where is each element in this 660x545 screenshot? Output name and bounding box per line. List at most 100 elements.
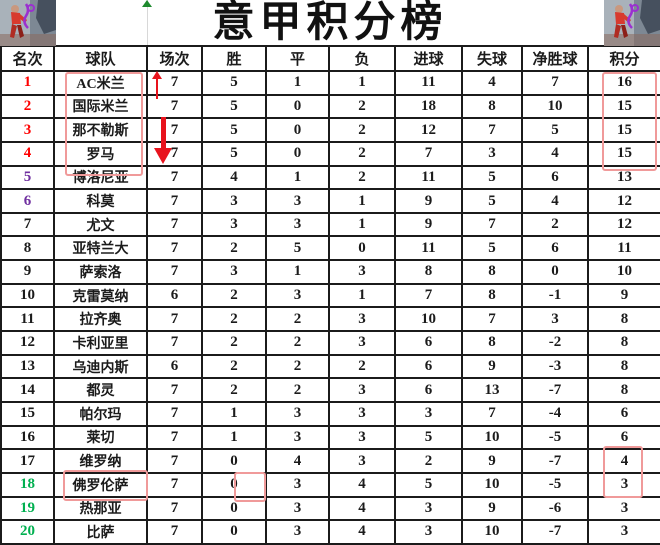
rank-cell: 6	[2, 190, 55, 214]
column-header-8: 净胜球	[523, 47, 589, 72]
stat-cell: 7	[148, 426, 203, 451]
stat-cell: 7	[148, 72, 203, 96]
table-row: 13 乌迪内斯 6 2 2 2 6 9 -3 8	[2, 355, 660, 380]
stat-cell: 1	[330, 190, 396, 214]
stat-cell: 5	[203, 119, 267, 143]
stat-cell: 10	[463, 473, 523, 498]
stat-cell: 7	[148, 166, 203, 191]
stat-cell: 3	[330, 450, 396, 474]
stat-cell: 3	[267, 402, 330, 427]
title-band: 意甲积分榜	[0, 0, 660, 46]
stat-cell: 0	[523, 261, 589, 285]
stat-cell: 5	[203, 72, 267, 96]
stat-cell: 7	[148, 402, 203, 427]
stat-cell: 3	[330, 426, 396, 451]
stat-cell: 7	[396, 142, 463, 167]
table-row: 1 AC米兰 7 5 1 1 11 4 7 16	[2, 72, 660, 96]
stat-cell: 7	[463, 119, 523, 143]
page-title: 意甲积分榜	[212, 0, 448, 46]
team-cell: 科莫	[55, 190, 148, 214]
stat-cell: 4	[589, 450, 660, 474]
column-header-3: 胜	[203, 47, 267, 72]
stat-cell: -7	[523, 379, 589, 403]
rank-cell: 16	[2, 426, 55, 451]
stat-cell: 5	[396, 473, 463, 498]
rank-cell: 5	[2, 166, 55, 191]
table-header-row: 名次 球队 场次胜平负进球 失球 净胜球 积分	[2, 47, 660, 72]
highlight-box-fiorentina-name	[63, 470, 148, 501]
rank-cell: 18	[2, 473, 55, 498]
stat-cell: 11	[589, 237, 660, 262]
highlight-box-top4-points	[602, 72, 657, 171]
stat-cell: 5	[463, 166, 523, 191]
column-header-6: 进球	[396, 47, 463, 72]
stat-cell: 9	[589, 285, 660, 309]
team-cell: 维罗纳	[55, 450, 148, 474]
stat-cell: 7	[148, 190, 203, 214]
stat-cell: 2	[523, 213, 589, 238]
stat-cell: 2	[267, 332, 330, 356]
stat-cell: 3	[267, 521, 330, 545]
team-cell: 帕尔玛	[55, 402, 148, 427]
table-row: 6 科莫 7 3 3 1 9 5 4 12	[2, 190, 660, 214]
table-row: 11 拉齐奥 7 2 2 3 10 7 3 8	[2, 308, 660, 333]
column-header-2: 场次	[148, 47, 203, 72]
rank-cell: 8	[2, 237, 55, 262]
stat-cell: 7	[148, 308, 203, 333]
stat-cell: 7	[148, 473, 203, 498]
stat-cell: 2	[267, 355, 330, 380]
column-header-9: 积分	[589, 47, 660, 72]
stat-cell: 3	[203, 261, 267, 285]
stat-cell: 6	[396, 355, 463, 380]
stat-cell: 3	[330, 261, 396, 285]
stat-cell: 10	[463, 521, 523, 545]
stat-cell: 1	[330, 284, 396, 309]
stat-cell: 2	[330, 142, 396, 167]
table-row: 2 国际米兰 7 5 0 2 18 8 10 15	[2, 95, 660, 120]
stat-cell: 7	[148, 261, 203, 285]
stat-cell: 1	[203, 402, 267, 427]
stat-cell: 0	[203, 450, 267, 474]
rank-down-arrow-icon	[154, 117, 172, 164]
stat-cell: 8	[589, 356, 660, 380]
stat-cell: 18	[396, 95, 463, 120]
stat-cell: 5	[267, 237, 330, 262]
stat-cell: 3	[330, 379, 396, 403]
stat-cell: 5	[463, 190, 523, 214]
stat-cell: 2	[203, 379, 267, 403]
team-cell: 热那亚	[55, 497, 148, 522]
stat-cell: 12	[396, 119, 463, 143]
column-header-0: 名次	[2, 47, 55, 72]
stat-cell: 5	[203, 142, 267, 167]
stat-cell: 5	[203, 95, 267, 120]
rank-cell: 13	[2, 355, 55, 380]
stat-cell: 12	[589, 214, 660, 238]
stat-cell: 3	[267, 284, 330, 309]
stat-cell: 6	[523, 237, 589, 262]
table-row: 5 博洛尼亚 7 4 1 2 11 5 6 13	[2, 166, 660, 191]
standings-table: 名次 球队 场次胜平负进球 失球 净胜球 积分 1 AC米兰 7 5 1 1 11 4 7 16 2 国际米兰 7…	[0, 45, 660, 545]
stat-cell: 7	[523, 72, 589, 96]
stat-cell: 4	[330, 521, 396, 545]
table-row: 8 亚特兰大 7 2 5 0 11 5 6 11	[2, 237, 660, 262]
stat-cell: 2	[203, 237, 267, 262]
stat-cell: 12	[589, 190, 660, 214]
stat-cell: 6	[396, 332, 463, 356]
stat-cell: -6	[523, 497, 589, 522]
stat-cell: 3	[589, 521, 660, 545]
stat-cell: 2	[203, 355, 267, 380]
stat-cell: 16	[589, 72, 660, 96]
stat-cell: 3	[330, 332, 396, 356]
stat-cell: 6	[148, 355, 203, 380]
table-row: 7 尤文 7 3 3 1 9 7 2 12	[2, 213, 660, 238]
stat-cell: 3	[589, 498, 660, 522]
stat-cell: 4	[523, 190, 589, 214]
table-row: 3 那不勒斯 7 5 0 2 12 7 5 15	[2, 119, 660, 143]
stat-cell: 7	[148, 213, 203, 238]
stat-cell: 10	[523, 95, 589, 120]
team-cell: 比萨	[55, 521, 148, 545]
stat-cell: 8	[463, 95, 523, 120]
stat-cell: 5	[463, 237, 523, 262]
team-cell: 克雷莫纳	[55, 284, 148, 309]
